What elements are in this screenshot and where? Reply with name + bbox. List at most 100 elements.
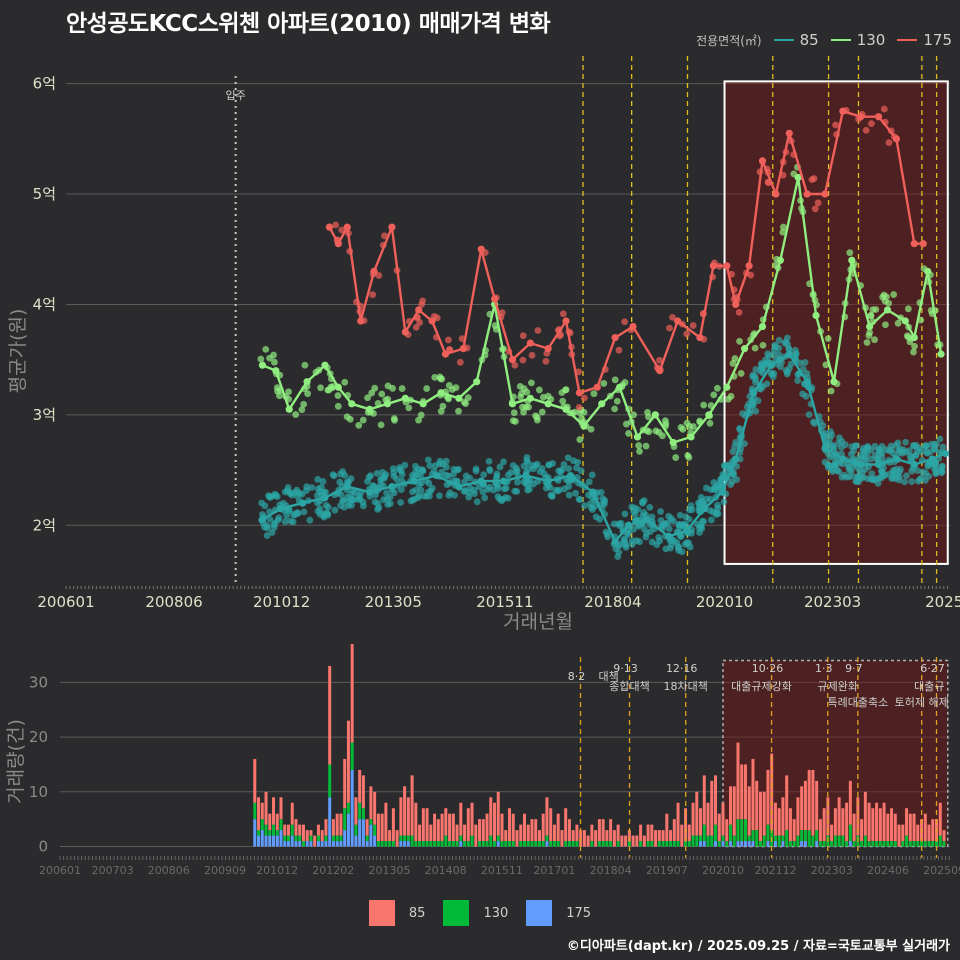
scatter-point-85: [908, 467, 916, 475]
legend-top: 전용면적(㎡) 85 130 175: [696, 31, 952, 49]
volume-bar-130: [436, 841, 440, 847]
volume-bar-85: [264, 791, 268, 825]
volume-bar-85: [489, 797, 493, 836]
volume-bar-130: [818, 841, 822, 847]
scatter-point-130: [535, 386, 543, 394]
volume-bar-85: [912, 813, 916, 842]
scatter-point-85: [314, 507, 322, 515]
scatter-point-130: [910, 348, 917, 356]
volume-bar-130: [358, 802, 362, 820]
scatter-point-85: [765, 352, 773, 360]
policy-date-label: 1·3: [815, 662, 833, 675]
scatter-point-85: [412, 462, 419, 470]
scatter-point-85: [279, 499, 287, 507]
series-point-85: [455, 483, 463, 491]
volume-bar-130: [687, 841, 691, 847]
volume-bar-130: [605, 841, 609, 847]
volume-bar-85: [755, 780, 759, 831]
volume-bar-85: [762, 791, 766, 836]
volume-bar-85: [511, 813, 515, 842]
scatter-point-85: [721, 461, 729, 469]
volume-bar-175: [815, 841, 819, 847]
volume-bar-130: [511, 841, 515, 847]
series-point-85: [839, 455, 847, 463]
y-axis-title: 평균가(원): [7, 309, 29, 394]
volume-bar-85: [253, 758, 257, 803]
volume-bar-130: [762, 835, 766, 847]
series-point-130: [830, 378, 838, 386]
volume-bar-85: [597, 819, 601, 842]
series-point-175: [562, 317, 570, 325]
series-point-175: [839, 107, 847, 115]
series-point-130: [383, 400, 392, 408]
volume-bar-130: [496, 835, 500, 842]
volume-bar-130: [406, 835, 410, 842]
series-point-85: [499, 477, 508, 485]
volume-bar-85: [830, 824, 834, 842]
volume-bar-130: [294, 835, 298, 842]
series-point-130: [616, 383, 624, 391]
policy-date-label: 10·26: [752, 662, 784, 675]
bar-x-tick-label: 200601: [39, 864, 81, 877]
volume-bar-85: [837, 797, 841, 836]
scatter-point-130: [262, 345, 270, 353]
series-point-130: [303, 378, 311, 386]
scatter-point-130: [867, 312, 875, 320]
scatter-point-85: [320, 513, 328, 521]
volume-bar-130: [388, 841, 392, 847]
scatter-point-85: [676, 511, 684, 519]
scatter-point-130: [871, 336, 878, 344]
scatter-point-85: [937, 466, 945, 474]
series-point-85: [388, 483, 396, 491]
volume-bar-130: [672, 841, 676, 847]
scatter-point-130: [516, 382, 524, 390]
series-point-175: [415, 306, 423, 314]
volume-bar-175: [257, 835, 261, 847]
scatter-point-85: [903, 472, 910, 480]
volume-bar-85: [785, 775, 789, 831]
y-tick-label: 3억: [33, 406, 56, 424]
series-point-85: [432, 471, 441, 480]
scatter-point-85: [706, 507, 714, 514]
scatter-point-130: [625, 430, 633, 437]
series-point-85: [785, 350, 793, 358]
scatter-point-85: [502, 494, 510, 501]
scatter-point-85: [555, 467, 563, 475]
volume-bar-130: [706, 835, 710, 847]
volume-bar-85: [654, 830, 658, 847]
legend-swatch-130: [830, 39, 851, 41]
volume-bar-175: [743, 841, 747, 847]
volume-bar-85: [571, 830, 575, 842]
volume-bar-85: [796, 797, 800, 836]
scatter-point-130: [779, 223, 787, 231]
volume-bar-175: [335, 841, 339, 847]
scatter-point-85: [763, 380, 771, 388]
scatter-point-85: [729, 448, 737, 456]
scatter-point-85: [628, 537, 636, 545]
volume-bar-85: [657, 830, 661, 842]
volume-bar-85: [268, 813, 272, 831]
scatter-point-130: [364, 394, 371, 402]
volume-bar-175: [316, 841, 320, 847]
bar-legend-swatch-175: [526, 900, 553, 926]
series-point-175: [803, 190, 811, 198]
volume-bar-85: [358, 769, 362, 803]
volume-bar-130: [807, 830, 811, 847]
volume-bar-85: [747, 786, 751, 836]
series-point-175: [388, 223, 396, 231]
scatter-point-85: [412, 486, 420, 494]
scatter-point-130: [377, 421, 385, 429]
volume-bar-175: [399, 841, 403, 847]
scatter-point-175: [832, 121, 839, 129]
volume-bar-85: [826, 797, 830, 836]
series-point-85: [718, 488, 726, 496]
scatter-point-85: [502, 484, 510, 492]
scatter-point-85: [852, 442, 860, 450]
series-point-130: [348, 400, 356, 408]
scatter-point-85: [283, 512, 291, 519]
scatter-point-175: [885, 139, 893, 147]
policy-name-label: 대출규: [914, 680, 944, 693]
volume-bar-175: [728, 841, 732, 847]
volume-bar-85: [406, 797, 410, 836]
volume-bar-85: [650, 824, 654, 842]
